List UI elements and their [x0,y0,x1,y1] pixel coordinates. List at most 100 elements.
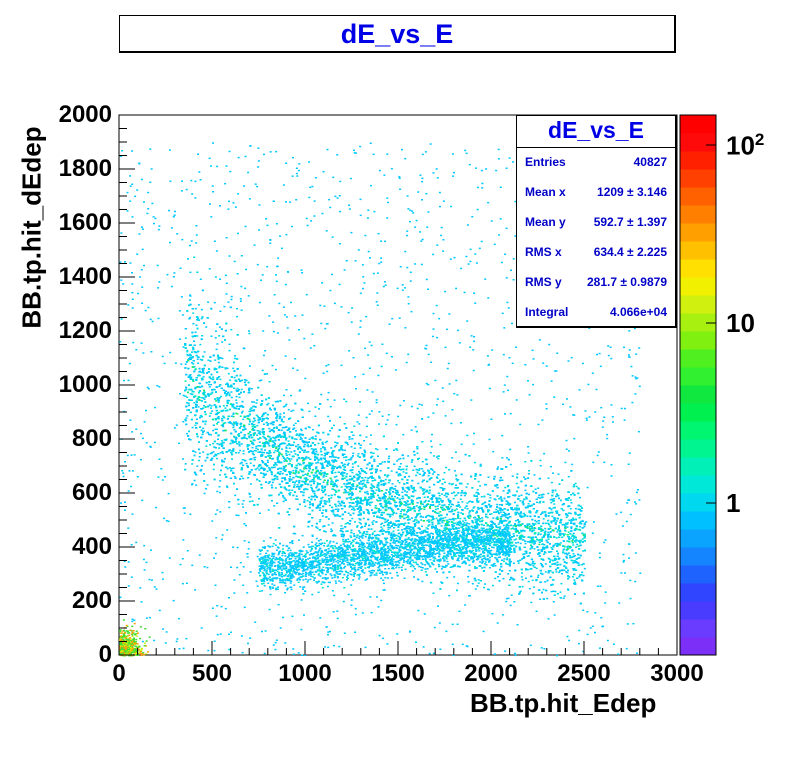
data-point [203,405,206,407]
data-point [515,482,518,485]
data-point [421,468,424,470]
data-point [526,523,529,525]
data-point [221,450,224,453]
data-point [323,467,326,469]
data-point [414,519,416,521]
data-point [555,571,558,573]
data-point [299,477,302,479]
data-point [319,507,322,509]
data-point [249,408,252,410]
data-point [471,583,474,585]
data-point [535,567,538,570]
data-point [345,400,348,403]
data-point [345,459,347,462]
data-point [186,415,189,417]
data-point [567,531,570,533]
data-point [201,371,204,374]
data-point [399,517,402,519]
data-point [227,372,230,375]
data-point [307,451,310,453]
data-point [356,505,359,507]
data-point [477,508,480,511]
data-point [381,522,384,524]
data-point [368,496,370,498]
data-point [330,510,333,512]
data-point [495,508,498,511]
data-point [273,466,276,468]
data-point [267,441,270,444]
data-point [510,528,513,530]
data-point [423,496,426,498]
data-point [214,359,217,361]
data-point [242,500,245,502]
data-point [537,533,540,536]
data-point [299,436,302,439]
data-point [242,418,245,421]
data-point [231,458,233,460]
data-point [377,500,380,502]
data-point [568,576,571,578]
data-point [560,582,563,585]
data-point [390,553,393,556]
data-point [387,481,390,484]
data-point [556,550,558,552]
data-point [559,542,562,544]
data-point [569,499,572,501]
data-point [517,562,520,564]
data-point [358,483,361,485]
data-point [305,451,308,453]
data-point [509,578,511,581]
data-point [347,538,350,540]
data-point [468,512,471,514]
data-point [249,462,252,464]
data-point [220,443,223,445]
data-point [466,483,469,485]
data-point [199,386,202,388]
data-point [276,427,278,429]
data-point [435,527,437,529]
data-point [186,409,189,411]
data-point [381,528,384,530]
data-point [247,433,250,435]
data-point [429,478,431,480]
data-point [219,378,222,381]
data-point [263,418,266,420]
data-point [554,523,557,525]
data-point [213,455,216,457]
data-point [296,458,299,461]
data-point [456,480,459,482]
data-point [567,475,570,478]
data-point [321,496,324,499]
data-point [516,534,519,537]
data-point [515,538,518,540]
data-point [416,497,418,500]
data-point [226,382,229,384]
data-point [278,460,281,462]
data-point [293,438,296,440]
data-point [520,531,523,533]
data-point [528,527,531,530]
data-point [242,477,245,480]
data-point [282,421,285,423]
data-point [463,522,466,524]
data-point [547,522,550,525]
data-point [387,498,390,500]
data-point [544,527,547,530]
data-point [357,465,360,467]
data-point [437,523,440,525]
data-point [227,421,230,424]
data-point [446,524,449,526]
data-point [377,516,380,518]
data-point [308,470,310,472]
data-point [363,440,366,442]
data-point [531,525,533,528]
data-point [395,501,398,504]
data-point [459,498,462,500]
data-point [281,426,284,429]
data-point [578,576,581,578]
data-point [442,550,445,552]
data-point [497,511,500,513]
data-point [288,462,291,465]
data-point [273,451,276,454]
data-point [197,406,200,408]
